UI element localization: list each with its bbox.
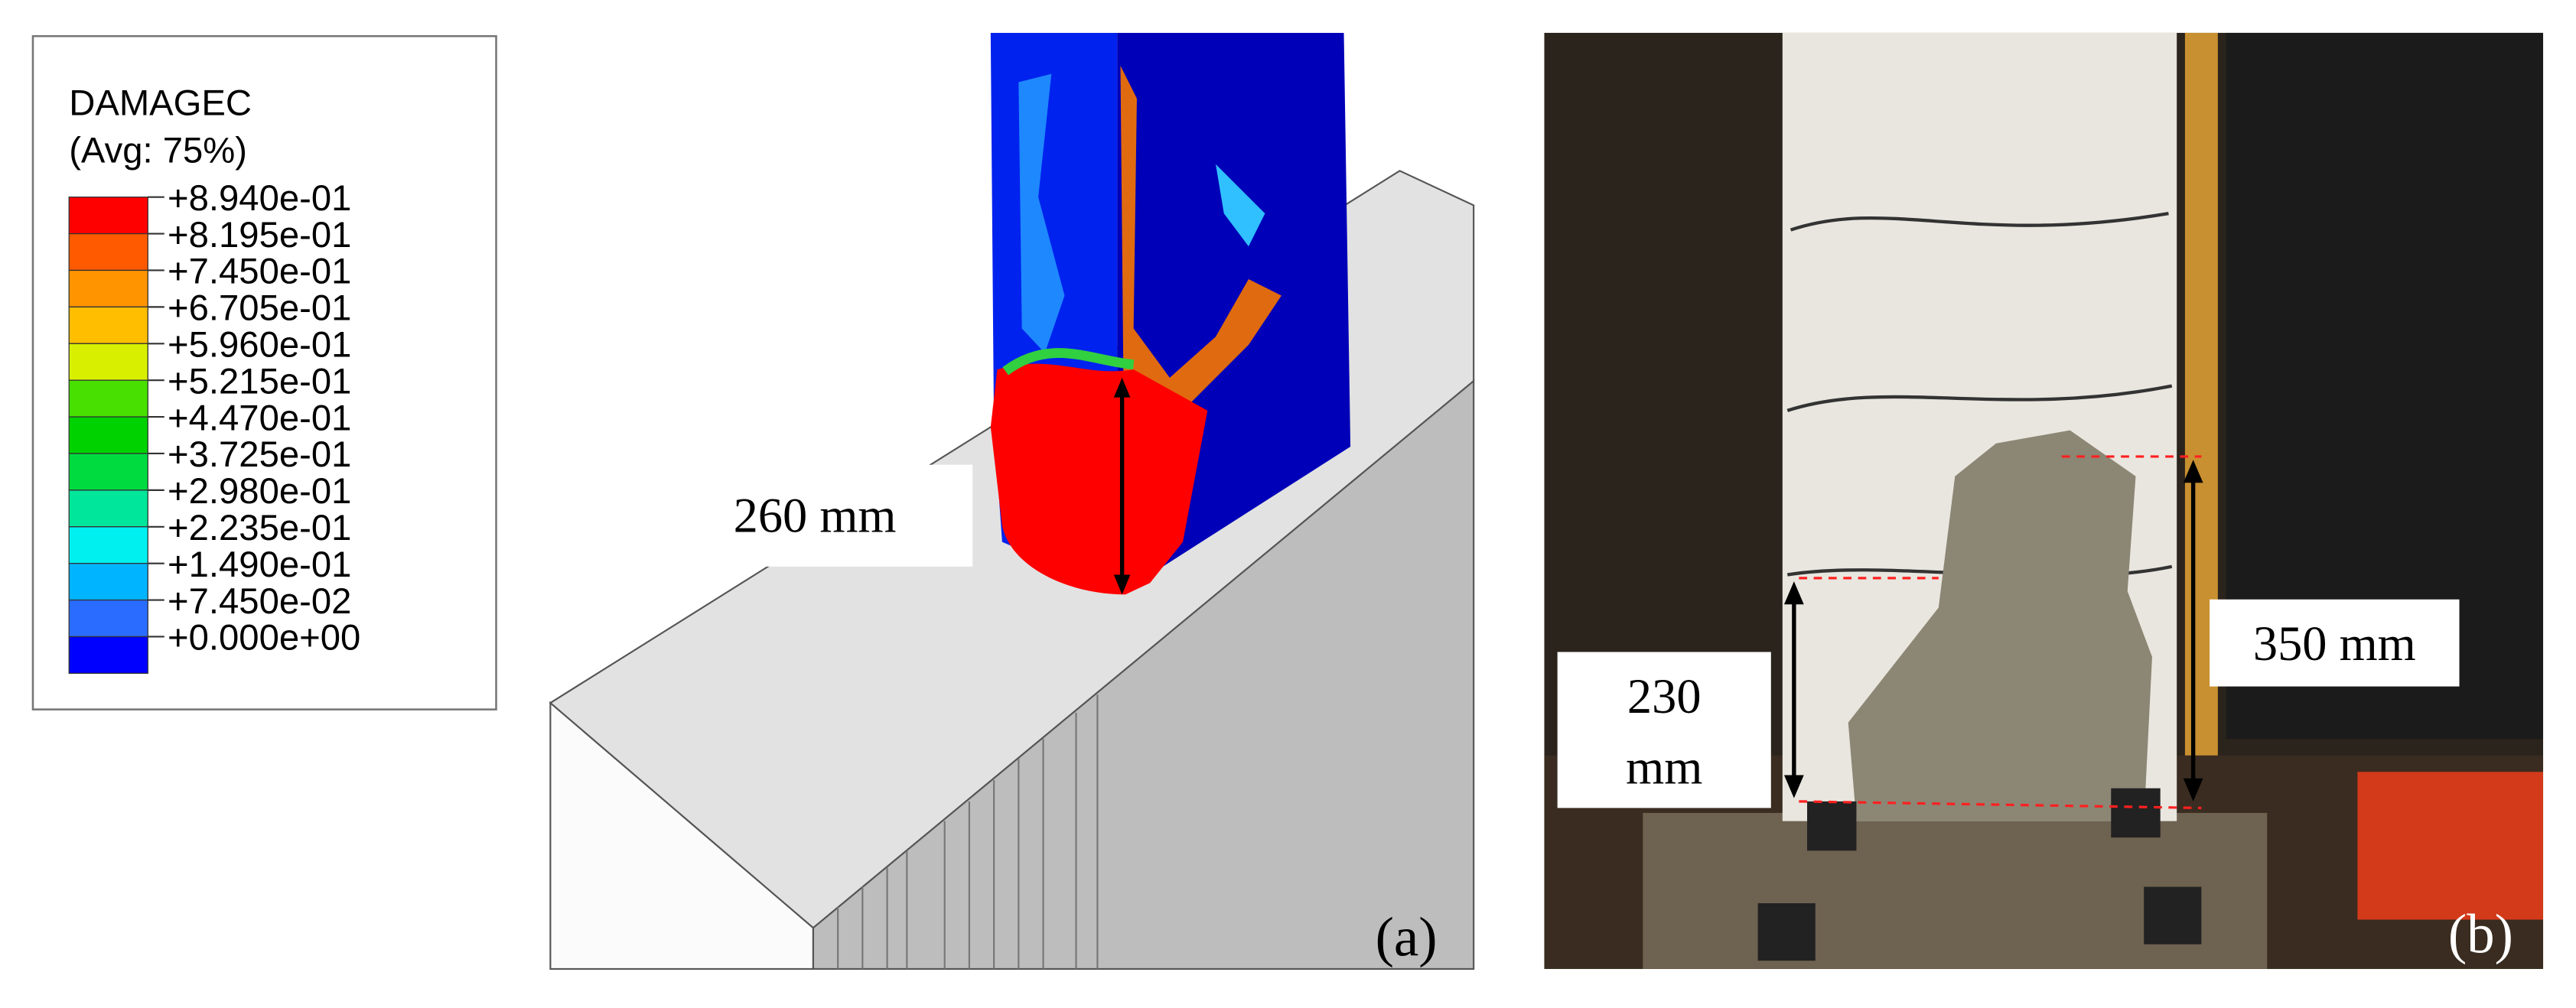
legend-label: +6.705e-01	[168, 288, 351, 329]
legend-items: +8.940e-01+8.195e-01+7.450e-01+6.705e-01…	[68, 178, 360, 675]
legend-swatch	[68, 269, 148, 308]
damage-edge	[1002, 348, 1135, 376]
legend-swatch	[68, 306, 148, 344]
arrow-heads	[1783, 460, 2203, 802]
arrow-head	[1113, 377, 1131, 398]
legend-label: +3.725e-01	[168, 434, 351, 475]
damage-base	[990, 363, 1208, 595]
annotation: 350 mm	[2253, 616, 2416, 671]
legend-label: +8.940e-01	[168, 178, 351, 219]
photo-spall	[1848, 430, 2152, 821]
annotation-box	[1557, 652, 1771, 808]
legend-label: +8.195e-01	[168, 215, 351, 255]
legend-label: +5.215e-01	[168, 361, 351, 402]
legend-label: +1.490e-01	[168, 545, 351, 585]
legend-swatch	[68, 232, 148, 272]
annotation: mm	[1626, 740, 1702, 794]
legend-swatch	[68, 636, 148, 675]
panel-a: 260 mm (a)	[549, 32, 1475, 970]
legend-swatch	[68, 453, 148, 491]
legend-label: +0.000e+00	[168, 618, 360, 658]
legend-swatch	[68, 599, 148, 638]
legend-label: +7.450e-01	[168, 252, 351, 292]
damage-zone	[1018, 73, 1065, 353]
photo-frame	[2357, 772, 2544, 920]
photo-bolts	[1757, 788, 2202, 961]
reference-lines	[1799, 455, 2202, 810]
panel-label: (a)	[1376, 906, 1438, 968]
legend-label: +2.980e-01	[168, 471, 351, 512]
photo-ruler	[2184, 32, 2218, 805]
annotation: 260 mm	[734, 489, 897, 543]
damage-zone	[1216, 164, 1265, 247]
legend-label: +4.470e-01	[168, 398, 351, 438]
block-front	[812, 379, 1475, 970]
panel-b: 350 mm 230 mm (b)	[1544, 32, 2544, 969]
legend-label: +5.960e-01	[168, 324, 351, 365]
legend-label: +2.235e-01	[168, 508, 351, 548]
block-grooves	[837, 694, 1099, 969]
annotation-box	[656, 464, 973, 567]
legend-swatch	[68, 379, 148, 418]
legend-swatch	[68, 526, 148, 564]
annotation: 230	[1627, 669, 1702, 723]
panel-label: (b)	[2448, 902, 2513, 964]
legend-swatch	[68, 343, 148, 381]
arrow-head	[1113, 574, 1131, 595]
legend-swatch	[68, 197, 148, 235]
legend-swatch	[68, 489, 148, 528]
legend-subtitle: (Avg: 75%)	[69, 131, 247, 171]
dimension-lines	[1792, 476, 2196, 785]
legend-swatch	[68, 563, 148, 601]
legend-swatch	[68, 416, 148, 454]
annotation-box	[2210, 599, 2460, 687]
legend-title: DAMAGEC	[69, 83, 252, 123]
legend-label: +7.450e-02	[168, 581, 351, 622]
